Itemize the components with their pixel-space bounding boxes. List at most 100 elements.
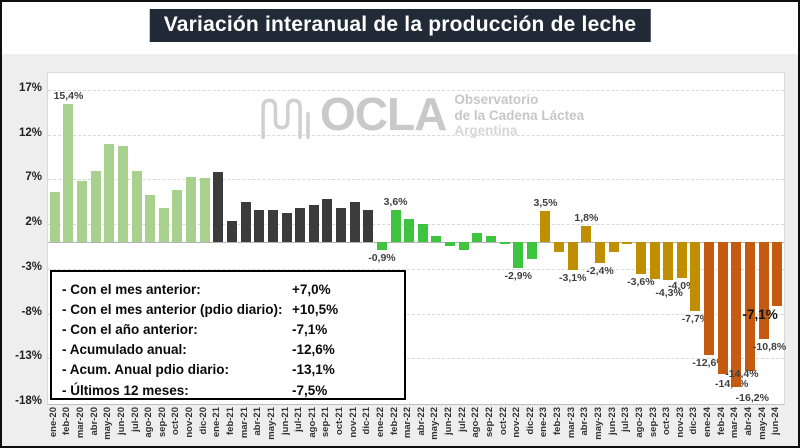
bar-ago-22: [472, 233, 483, 242]
bar-value-label: -2,9%: [504, 269, 532, 282]
stat-row: - Con el año anterior: -7,1%: [62, 319, 396, 339]
bar-value-label: -12,6%: [692, 356, 726, 369]
bar-sep-21: [322, 199, 333, 242]
bar-ago-20: [145, 195, 156, 242]
y-axis-tick-label: 12%: [18, 126, 42, 139]
bar-jul-23: [622, 242, 633, 244]
ocla-subtitle-line1: Observatorio: [454, 92, 539, 107]
x-axis-tick-label: ene-22: [374, 407, 386, 438]
bar-oct-21: [336, 207, 347, 242]
x-axis-tick-label: nov-22: [511, 407, 523, 438]
x-axis-tick-label: ene-24: [702, 407, 714, 438]
x-axis-tick-label: may-23: [593, 407, 604, 440]
bar-mar-22: [404, 218, 415, 242]
bar-may-20: [104, 143, 115, 242]
x-axis-tick-label: dic-21: [361, 407, 373, 435]
bar-sep-20: [158, 207, 169, 242]
ocla-subtitle-line2: de la Cadena Láctea: [454, 107, 585, 123]
x-axis-tick-label: abr-21: [252, 407, 264, 436]
bar-value-label: 1,8%: [574, 211, 599, 224]
x-axis-tick-label: ago-21: [306, 407, 318, 438]
bar-dic-23: [690, 242, 701, 311]
bar-value-label: 15,4%: [53, 90, 84, 103]
bar-mar-24: [731, 242, 742, 387]
x-axis-tick-label: jun-20: [115, 407, 127, 435]
x-axis-tick-label: ene-20: [47, 407, 59, 438]
chart-title: Variación interanual de la producción de…: [149, 9, 651, 42]
bar-value-label: -4,3%: [655, 287, 683, 300]
bar-nov-22: [513, 242, 524, 268]
x-axis-tick-label: may-24: [756, 407, 768, 440]
stats-box: - Con el mes anterior: +7,0% - Con el me…: [50, 270, 406, 400]
x-axis-tick-label: may-20: [102, 407, 114, 440]
x-axis-tick-label: dic-20: [197, 407, 209, 435]
bar-nov-23: [676, 242, 687, 278]
x-axis-tick-label: feb-20: [61, 407, 73, 435]
x-axis-tick-label: mar-20: [75, 407, 87, 439]
bar-feb-24: [717, 242, 728, 375]
bar-value-label: 3,6%: [383, 195, 408, 208]
wave-squiggle-icon: [261, 98, 310, 140]
stat-value: +10,5%: [292, 301, 339, 317]
bar-value-label: -16,2%: [735, 391, 769, 404]
stat-value: -7,1%: [292, 321, 328, 337]
x-axis-tick-label: dic-22: [524, 407, 536, 435]
bar-may-23: [595, 242, 605, 264]
bar-ene-21: [213, 172, 224, 242]
bar-may-21: [267, 209, 278, 242]
y-axis-tick-label: 2%: [25, 216, 42, 229]
stat-label: - Acumulado anual:: [62, 342, 187, 358]
bar-jun-24: [772, 242, 783, 306]
ocla-watermark: OCLA Observatorio de la Cadena Láctea Ar…: [258, 90, 584, 140]
bar-may-22: [431, 235, 442, 242]
stat-value: -7,5%: [292, 382, 328, 398]
bar-value-label: -0,9%: [368, 252, 396, 265]
bar-jun-23: [608, 242, 619, 252]
x-axis-tick-label: jun-22: [443, 407, 455, 435]
gridline: [48, 358, 784, 360]
x-axis-tick-label: feb-24: [715, 407, 727, 435]
x-axis-tick-label: jul-23: [620, 407, 632, 432]
x-axis-tick-label: sep-21: [320, 407, 332, 438]
bar-mar-21: [240, 201, 251, 242]
ocla-brand-text: OCLA: [320, 88, 447, 140]
bar-value-label: -7,1%: [742, 306, 778, 322]
x-axis-tick-label: feb-22: [388, 407, 400, 435]
stat-label: - Con el mes anterior (pdio diario):: [62, 301, 283, 317]
x-axis-tick-label: jun-24: [770, 407, 782, 435]
stat-value: -13,1%: [292, 362, 335, 378]
stat-label: - Últimos 12 meses:: [62, 382, 189, 398]
bar-oct-22: [499, 242, 510, 244]
bar-jun-22: [445, 242, 456, 247]
bar-jul-20: [131, 171, 142, 242]
bar-feb-22: [390, 209, 401, 242]
stat-label: - Con el mes anterior:: [62, 281, 201, 297]
bar-value-label: -3,6%: [627, 276, 655, 289]
x-axis-tick-label: sep-20: [156, 407, 168, 438]
bar-mar-20: [77, 181, 88, 242]
x-axis-tick-label: abr-20: [88, 407, 100, 436]
x-axis-tick-label: mar-24: [729, 407, 741, 439]
bar-value-label: -4,0%: [668, 279, 696, 292]
bar-feb-21: [227, 221, 237, 242]
y-axis-tick-label: -3%: [21, 260, 42, 273]
y-axis-tick-label: -13%: [15, 350, 42, 363]
bar-feb-23: [554, 242, 565, 252]
x-axis-tick-label: nov-23: [674, 407, 686, 438]
zero-axis-line: [48, 242, 784, 243]
gridline: [48, 313, 784, 315]
bar-value-label: -10,8%: [752, 340, 787, 353]
x-axis-tick-label: ene-21: [211, 407, 223, 438]
bar-value-label: -3,1%: [559, 271, 587, 284]
bar-sep-22: [485, 235, 496, 242]
x-axis-tick-label: dic-23: [688, 407, 700, 435]
bar-abr-22: [417, 224, 428, 242]
bar-nov-21: [349, 201, 360, 242]
bar-ene-24: [704, 242, 715, 355]
x-axis-tick-label: feb-21: [225, 407, 236, 435]
x-axis-tick-label: abr-22: [415, 407, 427, 436]
stat-label: - Acum. Anual pdio diario:: [62, 362, 229, 378]
x-axis-tick-label: abr-24: [742, 407, 754, 436]
bar-abr-21: [254, 209, 265, 242]
x-axis-tick-label: abr-23: [579, 407, 591, 436]
